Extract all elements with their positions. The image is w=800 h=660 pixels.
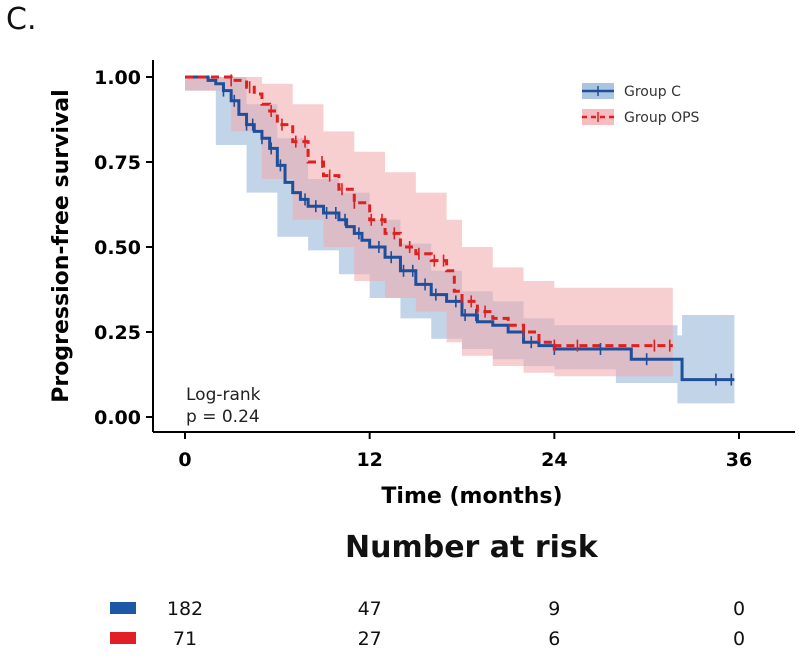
- y-axis-label: Progression-free survival: [49, 89, 74, 402]
- y-tick-label: 0.75: [94, 152, 141, 174]
- x-tick-label: 36: [726, 449, 752, 471]
- y-tick-label: 1.00: [94, 67, 141, 89]
- panel-label: C.: [6, 2, 37, 37]
- risk-count-group-ops: 27: [357, 628, 382, 650]
- risk-swatch-group-ops: [110, 632, 136, 644]
- risk-count-group-ops: 6: [548, 628, 561, 650]
- axes: [146, 60, 795, 439]
- y-tick-label: 0.00: [94, 407, 141, 429]
- x-axis-label: Time (months): [381, 484, 562, 509]
- censor-marks: [222, 74, 733, 386]
- y-tick-label: 0.25: [94, 322, 141, 344]
- risk-count-group-ops: 0: [732, 628, 746, 650]
- legend-label-group-ops: Group OPS: [624, 110, 700, 126]
- legend: Group C Group OPS: [582, 83, 700, 126]
- risk-count-group-c: 9: [548, 598, 561, 620]
- y-tick-label: 0.50: [94, 237, 141, 259]
- logrank-label: Log-rank: [186, 385, 261, 405]
- x-tick-label: 12: [356, 449, 382, 471]
- risk-count-group-c: 47: [357, 598, 382, 620]
- risk-count-group-c: 0: [732, 598, 746, 620]
- legend-label-group-c: Group C: [624, 84, 681, 100]
- km-chart: 0.00 0.25 0.50 0.75 1.00 0 12 24 36 Progression-…: [49, 60, 795, 509]
- risk-count-group-ops: 71: [172, 628, 198, 650]
- x-tick-label: 0: [178, 449, 191, 471]
- tick-labels: 0.00 0.25 0.50 0.75 1.00 0 12 24 36: [94, 67, 752, 471]
- risk-swatch-group-c: [110, 602, 136, 614]
- risk-table-title: Number at risk: [345, 530, 598, 565]
- p-value-label: p = 0.24: [186, 407, 260, 427]
- risk-count-group-c: 182: [166, 598, 204, 620]
- x-tick-label: 24: [541, 449, 567, 471]
- survival-curve-group-ops: [185, 75, 673, 348]
